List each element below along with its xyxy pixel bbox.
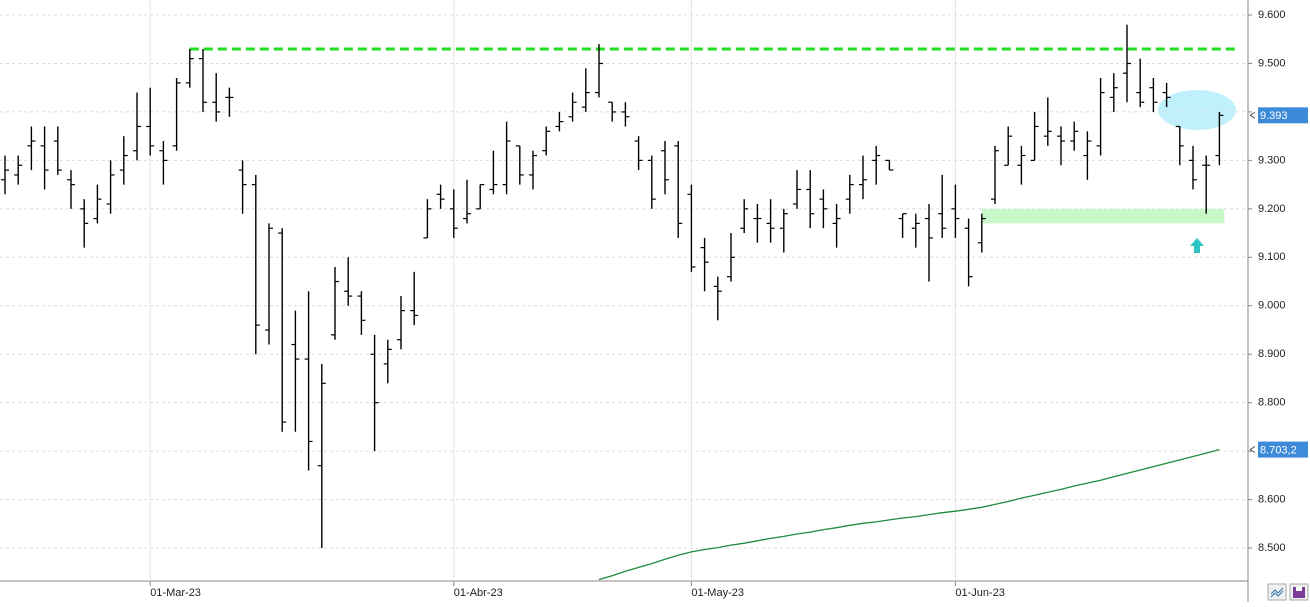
y-tick-label: 9.200 [1258,203,1286,215]
callout-pointer [1249,446,1256,454]
x-tick-label: 01-Abr-23 [454,587,503,599]
moving-average-line [598,448,1220,581]
callout-box [1258,107,1308,124]
x-tick-label: 01-Jun-23 [955,587,1005,599]
y-tick-label: 8.600 [1258,493,1286,505]
y-tick-label: 9.300 [1258,154,1286,166]
support-zone [981,208,1225,224]
callout-label: 8.703,2 [1260,444,1297,456]
x-tick-label: 01-Mar-23 [150,587,201,599]
highlight-ellipse [1158,90,1236,130]
up-arrow [1190,238,1204,253]
button-icon [1296,587,1302,591]
y-tick-label: 9.500 [1258,57,1286,69]
callout-pointer [1249,111,1256,119]
y-tick-label: 8.900 [1258,348,1286,360]
y-tick-label: 9.600 [1258,9,1286,21]
button-icon [1270,587,1284,598]
y-tick-label: 8.800 [1258,397,1286,409]
y-tick-label: 9.100 [1258,251,1286,263]
callout-box [1258,441,1308,458]
y-tick-label: 8.500 [1258,542,1286,554]
button-icon [1293,587,1305,598]
callout-label: 9.393 [1260,110,1288,122]
y-tick-label: 9.000 [1258,300,1286,312]
x-tick-label: 01-May-23 [691,587,744,599]
